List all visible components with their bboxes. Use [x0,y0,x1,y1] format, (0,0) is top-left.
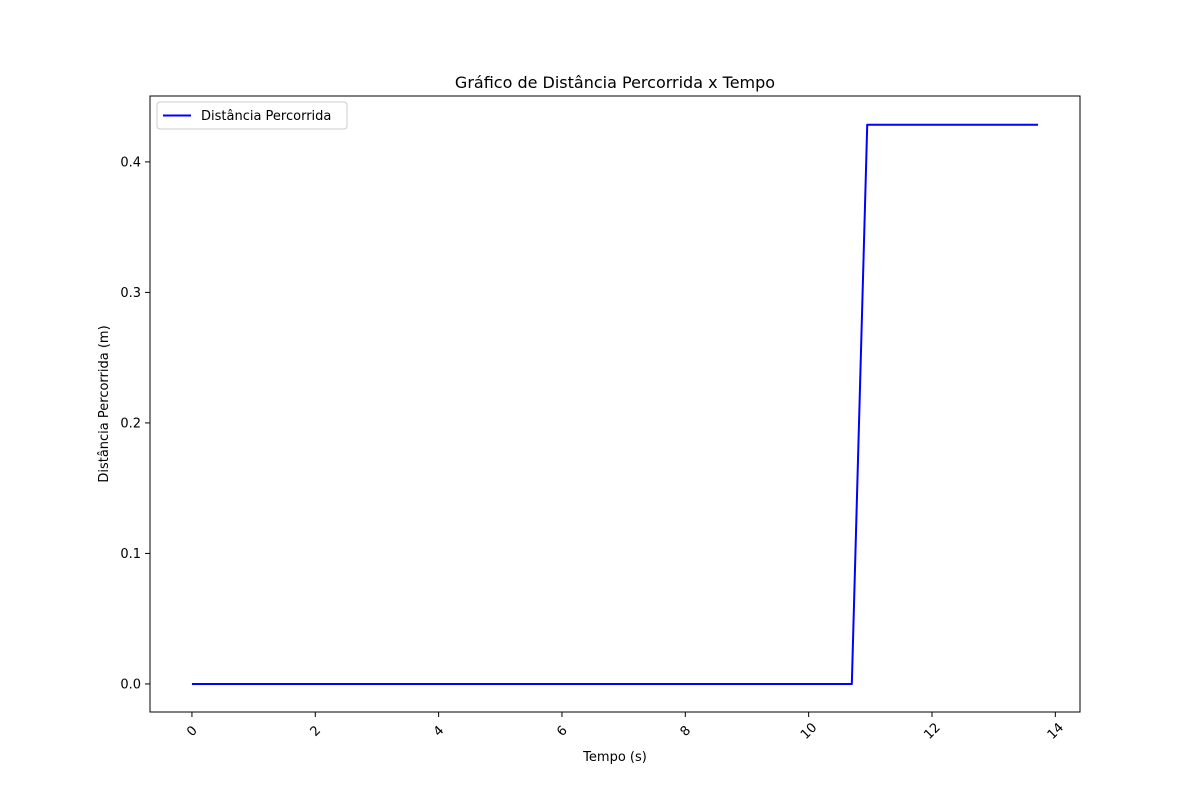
y-tick-label-3: 0.3 [120,286,141,301]
y-tick-label-2: 0.2 [120,416,141,431]
legend-frame [156,101,348,130]
y-tick-label-1: 0.1 [120,547,141,562]
legend: Distância Percorrida [156,101,348,130]
axes-frame [149,95,1081,713]
legend-label: Distância Percorrida [201,109,331,124]
chart-title: Gráfico de Distância Percorrida x Tempo [455,73,775,92]
y-tick-label-4: 0.4 [120,155,141,170]
y-tick-label-0: 0.0 [120,677,141,692]
series-line-0 [191,123,1039,685]
y-axis-label: Distância Percorrida (m) [97,325,112,482]
x-axis-label: Tempo (s) [582,750,647,765]
